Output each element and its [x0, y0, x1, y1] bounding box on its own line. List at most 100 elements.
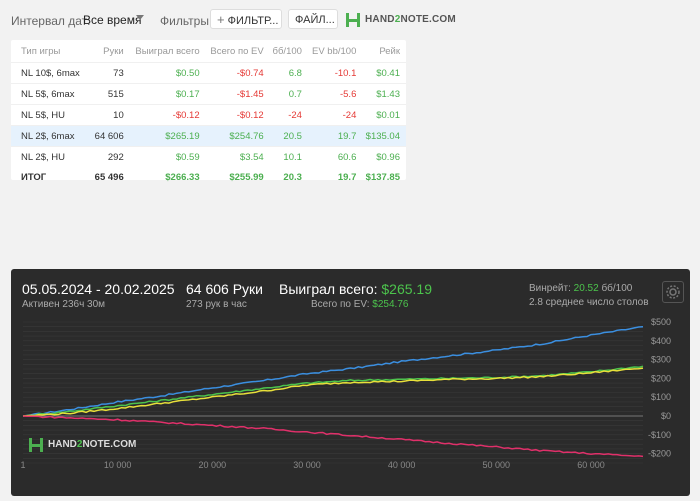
total-label-cell: ИТОГ	[21, 171, 47, 183]
results-table: Тип игры Руки Выиграл всего Всего по EV …	[11, 40, 406, 187]
series-line	[22, 367, 644, 417]
graph-hands-per-hour: 273 рук в час	[186, 299, 247, 310]
total-won-cell: $266.33	[165, 171, 200, 183]
column-header-rake[interactable]: Рейк	[379, 45, 400, 57]
y-tick-label: -$200	[648, 449, 671, 459]
x-axis: 1 10 000 20 000 30 000 40 000 50 000 60 000	[20, 460, 604, 470]
x-tick-label: 60 000	[577, 460, 605, 470]
bb100-cell: 6.8	[269, 62, 308, 84]
filters-label: Фильтры:	[160, 14, 213, 28]
won-cell: $265.19	[129, 125, 206, 147]
table-total-row: ИТОГ 65 496 $266.33 $255.99 20.3 19.7 $1…	[11, 167, 406, 187]
date-range-label: Интервал дат:	[11, 14, 91, 28]
ev-cell: -$0.12	[205, 104, 270, 126]
y-tick-label: $100	[651, 392, 671, 402]
table-row[interactable]: NL 5$, HU 10 -$0.12 -$0.12 -24 -24 $0.01	[11, 104, 406, 126]
series-line	[22, 415, 644, 458]
bb100-cell: 10.1	[269, 146, 308, 167]
rake-cell: $135.04	[362, 125, 406, 147]
bb100-cell: 20.5	[269, 125, 308, 147]
rake-cell: $0.01	[362, 104, 406, 126]
file-button-label: ФАЙЛ...	[295, 14, 335, 26]
table-row-selected[interactable]: NL 2$, 6max 64 606 $265.19 $254.76 20.5 …	[11, 125, 406, 147]
hands-cell: 10	[91, 104, 130, 126]
x-tick-label: 1	[20, 460, 25, 470]
x-tick-label: 20 000	[199, 460, 227, 470]
column-header-hands[interactable]: Руки	[103, 45, 124, 57]
rake-cell: $0.96	[362, 146, 406, 167]
won-cell: $0.17	[129, 83, 206, 105]
total-ev-cell: $255.99	[229, 171, 264, 183]
evbb100-cell: 60.6	[307, 146, 363, 167]
game-type-cell: NL 2$, HU	[11, 146, 92, 167]
series-line	[22, 325, 644, 417]
total-rake-cell: $137.85	[365, 171, 400, 183]
series-line	[22, 365, 644, 417]
date-range-select[interactable]: Все время	[83, 13, 142, 27]
hands-cell: 515	[91, 83, 130, 105]
total-bb100-cell: 20.3	[283, 171, 302, 183]
table-row[interactable]: NL 10$, 6max 73 $0.50 -$0.74 6.8 -10.1 $…	[11, 62, 406, 84]
hand2note-watermark-text: HAND2NOTE.COM	[48, 439, 137, 450]
table-row[interactable]: NL 5$, 6max 515 $0.17 -$1.45 0.7 -5.6 $1…	[11, 83, 406, 105]
rake-cell: $0.41	[362, 62, 406, 84]
graph-settings-button[interactable]	[662, 281, 684, 303]
y-tick-label: $500	[651, 317, 671, 327]
chart-series	[22, 325, 644, 458]
table-header-row: Тип игры Руки Выиграл всего Всего по EV …	[11, 40, 406, 63]
evbb100-cell: 19.7	[307, 125, 363, 147]
hands-cell: 73	[91, 62, 130, 84]
ev-cell: $3.54	[205, 146, 270, 167]
add-filter-label: ФИЛЬТР...	[227, 15, 279, 27]
x-tick-label: 10 000	[104, 460, 132, 470]
game-type-cell: NL 10$, 6max	[11, 62, 92, 84]
y-axis: $500 $400 $300 $200 $100 $0 -$100 -$200	[648, 317, 671, 459]
profit-graph-panel: 05.05.2024 - 20.02.2025 Активен 236ч 30м…	[11, 269, 690, 496]
bb100-cell: -24	[269, 104, 308, 126]
results-table-card: Тип игры Руки Выиграл всего Всего по EV …	[11, 40, 406, 183]
evbb100-cell: -10.1	[307, 62, 363, 84]
table-row[interactable]: NL 2$, HU 292 $0.59 $3.54 10.1 60.6 $0.9…	[11, 146, 406, 167]
plus-icon: +	[217, 12, 225, 27]
column-header-game[interactable]: Тип игры	[21, 45, 61, 57]
x-tick-label: 30 000	[293, 460, 321, 470]
y-tick-label: -$100	[648, 430, 671, 440]
x-tick-label: 50 000	[483, 460, 511, 470]
column-header-bb100[interactable]: бб/100	[272, 45, 302, 57]
won-cell: $0.50	[129, 62, 206, 84]
won-cell: $0.59	[129, 146, 206, 167]
profit-line-chart: $500 $400 $300 $200 $100 $0 -$100 -$200 1 10 000…	[20, 317, 671, 470]
game-type-cell: NL 5$, 6max	[11, 83, 92, 105]
add-filter-button[interactable]: + ФИЛЬТР...	[210, 9, 282, 29]
total-evbb100-cell: 19.7	[337, 171, 357, 183]
graph-won-total: Выиграл всего: $265.19	[279, 281, 432, 297]
column-header-ev[interactable]: Всего по EV	[210, 45, 264, 57]
ev-cell: -$1.45	[205, 83, 270, 105]
hands-cell: 292	[91, 146, 130, 167]
chevron-down-icon[interactable]	[136, 15, 144, 20]
bb100-cell: 0.7	[269, 83, 308, 105]
graph-winrate-value: 20.52	[573, 283, 599, 294]
evbb100-cell: -24	[307, 104, 363, 126]
hand2note-logo-icon	[346, 13, 360, 27]
graph-won-value: $265.19	[381, 281, 432, 297]
y-tick-label: $300	[651, 355, 671, 365]
graph-hands-count: 64 606 Руки	[186, 281, 263, 297]
hands-cell: 64 606	[91, 125, 130, 147]
total-hands-cell: 65 496	[94, 171, 124, 183]
graph-ev-value: $254.76	[372, 299, 409, 310]
column-header-won[interactable]: Выиграл всего	[135, 45, 200, 57]
graph-active-time: Активен 236ч 30м	[22, 299, 106, 310]
graph-winrate: Винрейт: 20.52 бб/100	[529, 283, 633, 294]
ev-cell: $254.76	[205, 125, 270, 147]
x-tick-label: 40 000	[388, 460, 416, 470]
graph-date-range: 05.05.2024 - 20.02.2025	[22, 281, 175, 297]
game-type-cell: NL 2$, 6max	[11, 125, 92, 147]
y-tick-label: $0	[661, 411, 671, 421]
filter-bar: Интервал дат: Все время Фильтры: + ФИЛЬТ…	[0, 0, 700, 40]
graph-ev-total: Всего по EV: $254.76	[311, 299, 409, 310]
column-header-evbb100[interactable]: EV bb/100	[311, 45, 357, 57]
hand2note-watermark-icon	[29, 438, 43, 452]
file-button[interactable]: ФАЙЛ...	[288, 9, 338, 29]
gear-icon	[666, 285, 680, 299]
